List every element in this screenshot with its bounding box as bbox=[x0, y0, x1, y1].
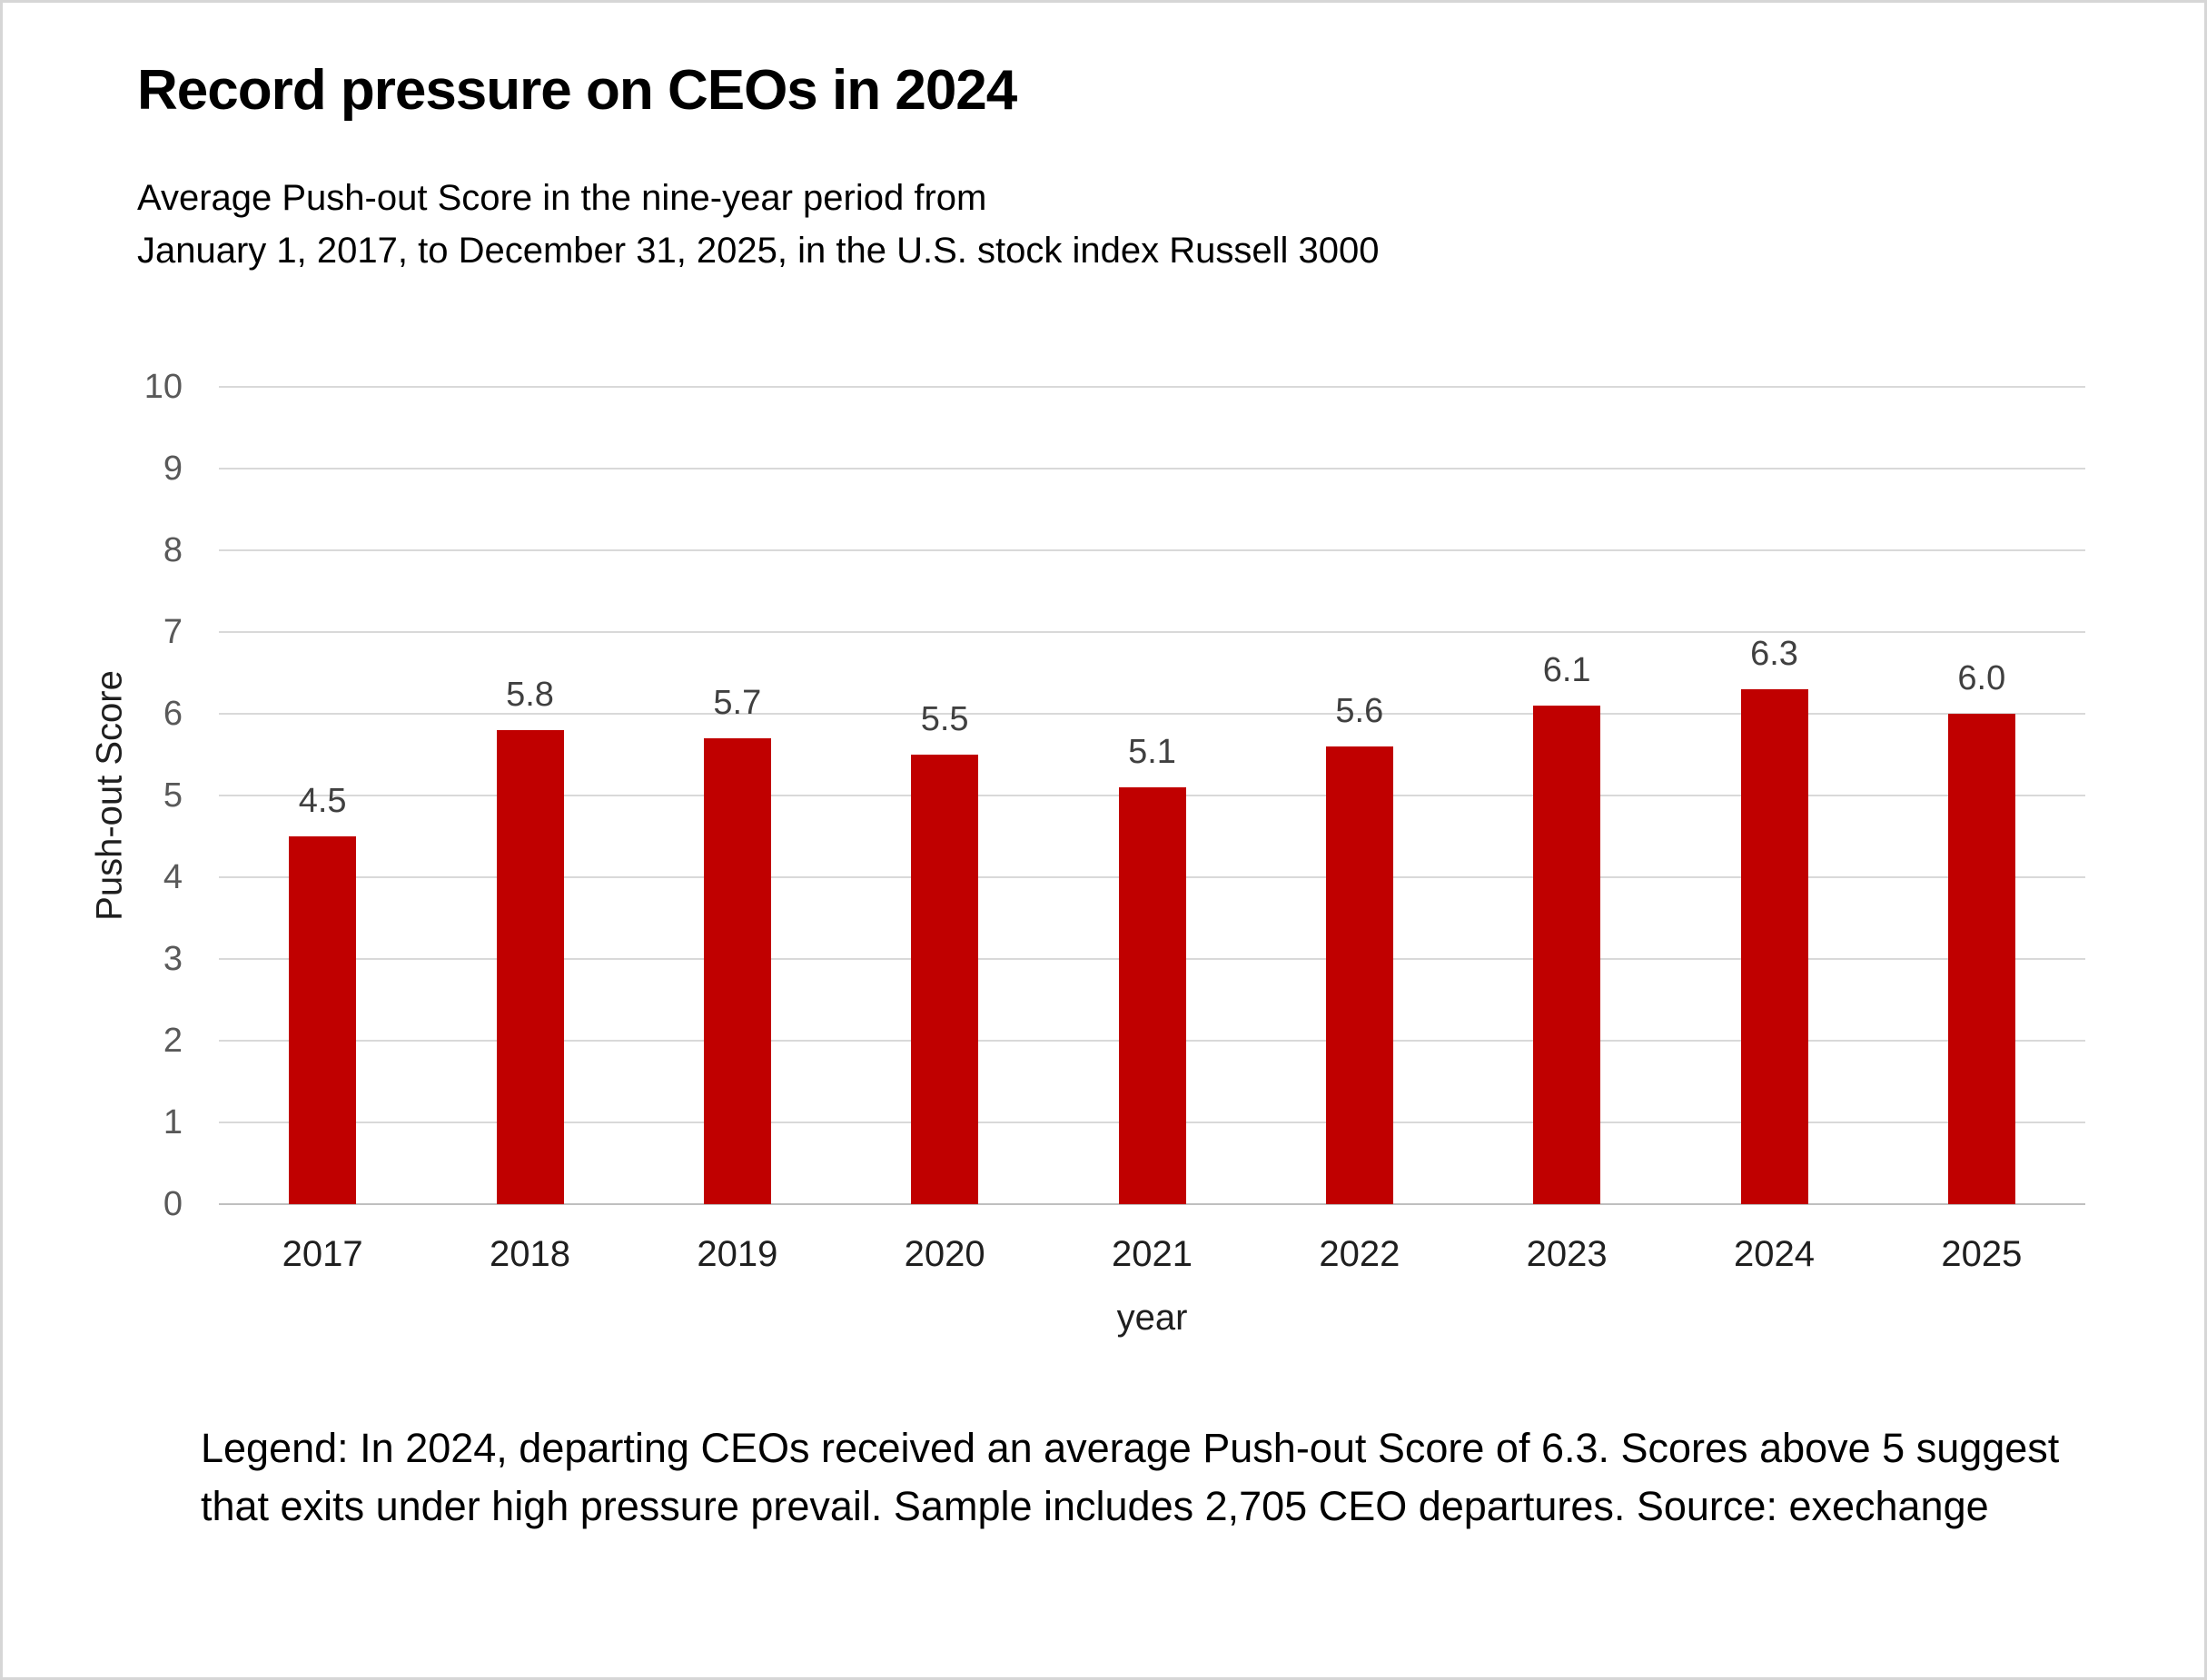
bar-2018 bbox=[496, 730, 564, 1204]
data-label-2020: 5.5 bbox=[920, 700, 969, 738]
bar-2021 bbox=[1118, 787, 1186, 1204]
legend-line-2: that exits under high pressure prevail. … bbox=[201, 1483, 1989, 1529]
gridline-y-9 bbox=[219, 468, 2085, 469]
gridline-y-10 bbox=[219, 386, 2085, 388]
chart-legend-note: Legend: In 2024, departing CEOs received… bbox=[201, 1419, 2059, 1536]
x-tick-label-2017: 2017 bbox=[282, 1234, 363, 1274]
chart-title: Record pressure on CEOs in 2024 bbox=[137, 59, 1017, 122]
data-label-2022: 5.6 bbox=[1335, 692, 1384, 730]
data-label-2024: 6.3 bbox=[1750, 635, 1798, 673]
gridline-y-6 bbox=[219, 713, 2085, 715]
data-label-2017: 4.5 bbox=[298, 782, 347, 820]
x-axis-title: year bbox=[1116, 1298, 1188, 1338]
y-tick-label-5: 5 bbox=[163, 776, 183, 815]
y-tick-label-0: 0 bbox=[163, 1185, 183, 1223]
y-tick-label-4: 4 bbox=[163, 858, 183, 896]
bar-2020 bbox=[911, 755, 979, 1204]
bar-2017 bbox=[289, 836, 357, 1204]
x-tick-label-2020: 2020 bbox=[904, 1234, 985, 1274]
x-tick-label-2019: 2019 bbox=[697, 1234, 778, 1274]
gridline-y-7 bbox=[219, 631, 2085, 633]
chart-subtitle: Average Push-out Score in the nine-year … bbox=[137, 172, 1379, 277]
data-label-2021: 5.1 bbox=[1128, 733, 1176, 771]
y-tick-label-6: 6 bbox=[163, 695, 183, 733]
bar-2022 bbox=[1325, 746, 1393, 1204]
bar-2019 bbox=[703, 738, 771, 1204]
data-label-2018: 5.8 bbox=[506, 676, 554, 714]
x-tick-label-2022: 2022 bbox=[1319, 1234, 1400, 1274]
subtitle-line-1: Average Push-out Score in the nine-year … bbox=[137, 178, 987, 218]
x-axis-line bbox=[219, 1203, 2085, 1205]
y-tick-label-10: 10 bbox=[144, 368, 183, 406]
x-tick-label-2021: 2021 bbox=[1112, 1234, 1193, 1274]
subtitle-line-2: January 1, 2017, to December 31, 2025, i… bbox=[137, 231, 1380, 271]
y-tick-label-9: 9 bbox=[163, 450, 183, 488]
bar-2024 bbox=[1740, 689, 1808, 1204]
x-tick-label-2018: 2018 bbox=[490, 1234, 570, 1274]
y-tick-label-7: 7 bbox=[163, 613, 183, 651]
gridline-y-8 bbox=[219, 549, 2085, 551]
bar-2025 bbox=[1947, 714, 2015, 1204]
data-label-2025: 6.0 bbox=[1957, 659, 2006, 697]
data-label-2023: 6.1 bbox=[1542, 651, 1591, 689]
y-tick-label-1: 1 bbox=[163, 1103, 183, 1141]
y-tick-label-8: 8 bbox=[163, 531, 183, 569]
bar-chart-plot-area: Push-out Score year 0 1 2 3 4 5 6 7 8 9 10 4.5 2017 5… bbox=[90, 368, 2085, 1338]
bar-2023 bbox=[1533, 706, 1601, 1204]
data-label-2019: 5.7 bbox=[713, 684, 762, 722]
y-tick-label-2: 2 bbox=[163, 1022, 183, 1060]
y-tick-label-3: 3 bbox=[163, 940, 183, 978]
x-tick-label-2023: 2023 bbox=[1526, 1234, 1608, 1274]
x-tick-label-2025: 2025 bbox=[1941, 1234, 2023, 1274]
x-tick-label-2024: 2024 bbox=[1734, 1234, 1815, 1274]
legend-line-1: Legend: In 2024, departing CEOs received… bbox=[201, 1425, 2060, 1471]
